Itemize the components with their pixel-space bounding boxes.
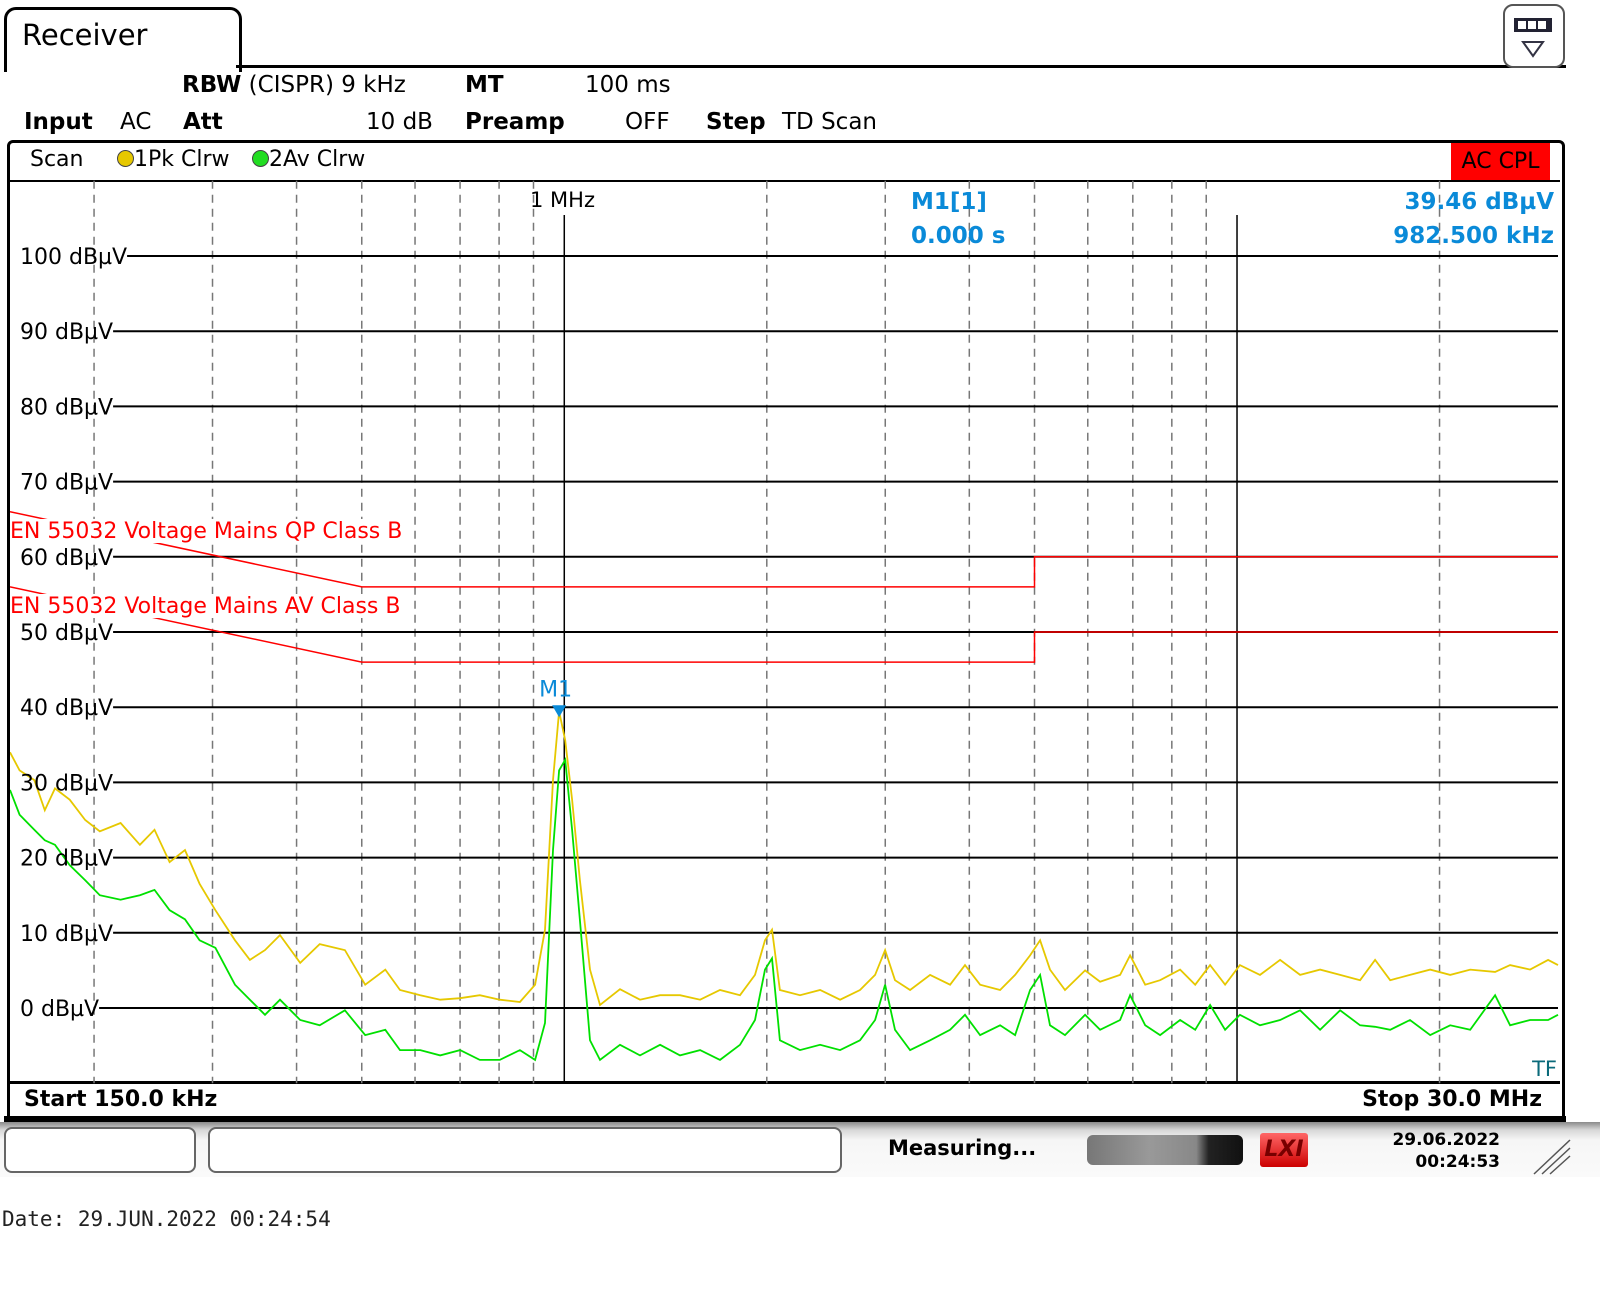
scan-label: Scan [30,147,84,172]
marker-time: 0.000 s [911,223,1005,249]
y-tick-label: 80 dBµV [20,395,113,420]
limit-line [10,586,1558,663]
header-divider [236,65,1566,68]
toolbar-dropdown-button[interactable] [1503,4,1565,68]
ac-coupling-badge: AC CPL [1451,143,1550,180]
mt-label: MT [465,72,504,98]
status-time: 00:24:53 [1415,1152,1500,1172]
stop-frequency: Stop 30.0 MHz [1362,1087,1542,1112]
limit-labels: EN 55032 Voltage Mains QP Class B EN 5503… [10,519,405,619]
marker-label: M1 [539,677,572,702]
footer-date: Date: 29.JUN.2022 00:24:54 [2,1207,331,1231]
legend-trace1[interactable]: 1Pk Clrw [117,147,230,172]
marker-triangle-icon [552,705,567,718]
receiver-tab-label: Receiver [22,18,148,52]
input-value: AC [120,109,152,135]
lxi-logo: LXI [1260,1133,1308,1167]
trace1-label: 1Pk Clrw [134,147,230,172]
freq-annotation: 1 MHz [530,188,595,212]
trace2-dot-icon [252,150,269,167]
measuring-status: Measuring... [888,1136,1037,1160]
limit-lines [10,510,1558,663]
y-tick-label: 100 dBµV [20,245,127,270]
y-tick-label: 20 dBµV [20,847,113,872]
preamp-label: Preamp [465,109,565,135]
marker-m1[interactable]: M1 [539,677,572,718]
y-tick-label: 0 dBµV [20,997,99,1022]
marker-level: 39.46 dBµV [1405,189,1555,215]
att-value: 10 dB [366,109,433,135]
toolbar-dropdown-icon [1514,18,1552,58]
marker-freq: 982.500 kHz [1393,223,1554,249]
y-tick-label: 50 dBµV [20,621,113,646]
preamp-value: OFF [625,109,670,135]
step-label: Step [706,109,766,135]
y-tick-labels: 0 dBµV 10 dBµV 20 dBµV 30 dBµV 40 dBµV 50 dBµ… [20,245,127,1022]
y-tick-label: 10 dBµV [20,922,113,947]
step-value: TD Scan [782,109,877,135]
limit-label: EN 55032 Voltage Mains AV Class B [10,594,400,619]
legend-trace2[interactable]: 2Av Clrw [252,147,365,172]
input-label: Input [24,109,93,135]
trace-2av-clrw [10,756,1559,1062]
limit-label-bg [10,594,403,618]
tf-label: TF [1531,1057,1557,1081]
status-date: 29.06.2022 [1392,1130,1500,1150]
traces [10,711,1559,1062]
y-tick-label: 40 dBµV [20,696,113,721]
y-tick-label: 30 dBµV [20,771,113,796]
trace2-label: 2Av Clrw [269,147,366,172]
marker-name: M1[1] [911,189,987,215]
axis-divider [10,1081,1560,1084]
status-field-1[interactable] [4,1127,196,1173]
limit-label-bg [10,519,405,543]
progress-indicator [1087,1135,1243,1165]
y-tick-label: 90 dBµV [20,320,113,345]
rbw-label: RBW [182,72,242,98]
y-tick-label: 60 dBµV [20,546,113,571]
trace1-dot-icon [117,150,134,167]
legend-divider [10,180,1560,182]
limit-label: EN 55032 Voltage Mains QP Class B [10,519,402,544]
att-label: Att [183,109,223,135]
frame-bottom [4,1116,1566,1122]
resize-grip-icon[interactable] [1532,1126,1572,1176]
receiver-tab[interactable] [4,7,242,72]
start-frequency: Start 150.0 kHz [24,1087,218,1112]
status-field-2[interactable] [208,1127,842,1173]
limit-line [10,510,1558,588]
mt-value: 100 ms [585,72,671,98]
y-tick-label: 70 dBµV [20,471,113,496]
rbw-value: (CISPR) 9 kHz [248,72,406,98]
trace-1pk-clrw [10,711,1559,1007]
